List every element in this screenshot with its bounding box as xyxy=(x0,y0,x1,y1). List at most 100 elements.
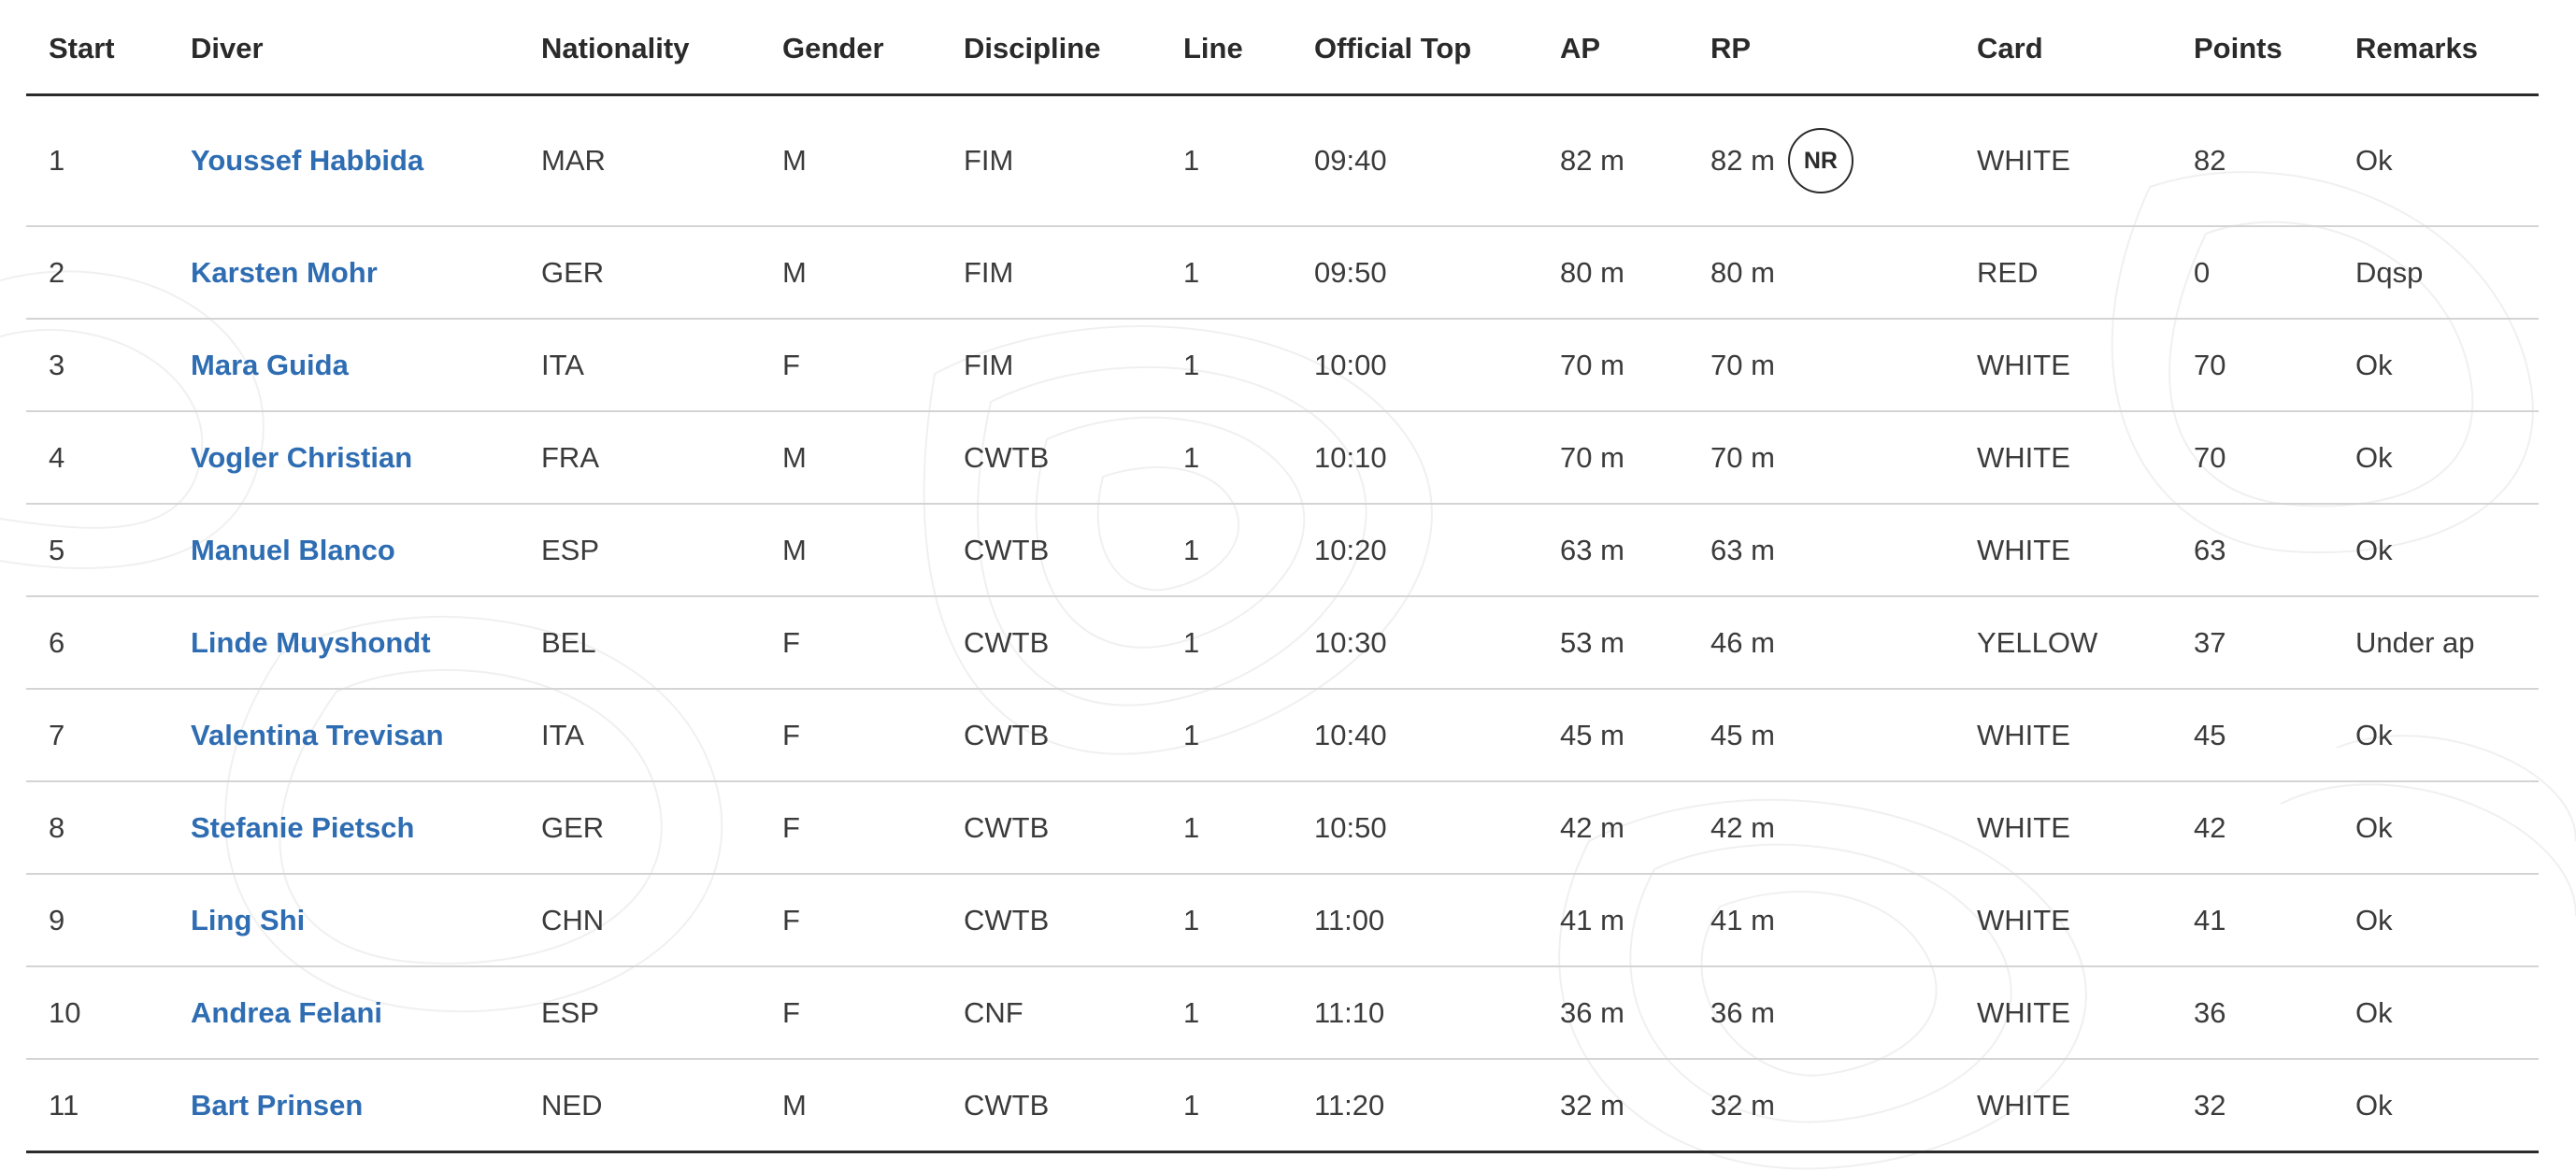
results-table: Start Diver Nationality Gender Discipline Lin… xyxy=(26,0,2539,1153)
cell-start: 9 xyxy=(49,903,65,936)
diver-link[interactable]: Bart Prinsen xyxy=(191,1088,364,1122)
cell-official-top: 10:10 xyxy=(1314,440,1387,474)
table-row: 2 Karsten Mohr GER M FIM 1 09:50 80 m 80 m RED 0 Dq… xyxy=(26,227,2539,320)
table-row: 9 Ling Shi CHN F CWTB 1 11:00 41 m 41 m WHITE 41 Ok xyxy=(26,875,2539,967)
cell-official-top: 11:10 xyxy=(1314,995,1385,1029)
column-header-official-top[interactable]: Official Top xyxy=(1314,32,1472,64)
rp-value: 36 m xyxy=(1710,995,1775,1029)
cell-start: 1 xyxy=(49,144,65,177)
cell-ap: 80 m xyxy=(1560,255,1624,289)
diver-link[interactable]: Manuel Blanco xyxy=(191,533,395,566)
cell-rp: 32 m xyxy=(1688,1089,1954,1122)
cell-start: 5 xyxy=(49,533,65,566)
cell-rp: 36 m xyxy=(1688,996,1954,1030)
diver-link[interactable]: Karsten Mohr xyxy=(191,255,378,289)
cell-line: 1 xyxy=(1183,903,1200,936)
cell-ap: 82 m xyxy=(1560,144,1624,177)
column-header-diver[interactable]: Diver xyxy=(191,32,264,64)
column-header-line[interactable]: Line xyxy=(1183,32,1243,64)
cell-start: 10 xyxy=(49,995,81,1029)
table-row: 8 Stefanie Pietsch GER F CWTB 1 10:50 42 m 42 m W… xyxy=(26,782,2539,875)
cell-card: WHITE xyxy=(1977,348,2070,381)
cell-ap: 70 m xyxy=(1560,348,1624,381)
table-row: 7 Valentina Trevisan ITA F CWTB 1 10:40 45 m 45 … xyxy=(26,690,2539,782)
diver-link[interactable]: Andrea Felani xyxy=(191,995,382,1029)
cell-gender: M xyxy=(782,144,807,177)
cell-nationality: CHN xyxy=(541,903,605,936)
column-header-gender[interactable]: Gender xyxy=(782,32,884,64)
cell-points: 42 xyxy=(2194,810,2226,844)
table-body: 1 Youssef Habbida MAR M FIM 1 09:40 82 m 82 m NR W… xyxy=(26,96,2539,1153)
cell-nationality: ITA xyxy=(541,348,584,381)
rp-value: 82 m xyxy=(1710,144,1775,177)
table-row: 10 Andrea Felani ESP F CNF 1 11:10 36 m 36 m WHIT… xyxy=(26,967,2539,1060)
cell-gender: F xyxy=(782,995,800,1029)
cell-start: 11 xyxy=(49,1088,79,1122)
cell-official-top: 09:50 xyxy=(1314,255,1387,289)
cell-card: RED xyxy=(1977,255,2039,289)
cell-rp: 42 m xyxy=(1688,811,1954,845)
column-header-rp[interactable]: RP xyxy=(1710,32,1752,64)
cell-ap: 32 m xyxy=(1560,1088,1624,1122)
diver-link[interactable]: Valentina Trevisan xyxy=(191,718,444,751)
cell-points: 36 xyxy=(2194,995,2226,1029)
column-header-ap[interactable]: AP xyxy=(1560,32,1601,64)
cell-rp: 46 m xyxy=(1688,626,1954,660)
cell-discipline: CWTB xyxy=(964,440,1050,474)
cell-start: 8 xyxy=(49,810,65,844)
cell-remarks: Ok xyxy=(2355,533,2393,566)
cell-line: 1 xyxy=(1183,718,1200,751)
cell-start: 2 xyxy=(49,255,65,289)
cell-gender: M xyxy=(782,533,807,566)
column-header-start[interactable]: Start xyxy=(49,32,115,64)
table-row: 1 Youssef Habbida MAR M FIM 1 09:40 82 m 82 m NR W… xyxy=(26,96,2539,227)
cell-points: 70 xyxy=(2194,348,2226,381)
cell-discipline: CWTB xyxy=(964,903,1050,936)
cell-gender: F xyxy=(782,718,800,751)
diver-link[interactable]: Mara Guida xyxy=(191,348,349,381)
cell-ap: 36 m xyxy=(1560,995,1624,1029)
cell-rp: 70 m xyxy=(1688,349,1954,382)
cell-gender: F xyxy=(782,903,800,936)
cell-nationality: MAR xyxy=(541,144,606,177)
cell-line: 1 xyxy=(1183,144,1200,177)
cell-official-top: 11:20 xyxy=(1314,1088,1385,1122)
cell-official-top: 11:00 xyxy=(1314,903,1385,936)
cell-discipline: CWTB xyxy=(964,1088,1050,1122)
rp-value: 45 m xyxy=(1710,718,1775,751)
diver-link[interactable]: Ling Shi xyxy=(191,903,306,936)
cell-line: 1 xyxy=(1183,348,1200,381)
rp-value: 46 m xyxy=(1710,625,1775,659)
column-header-card[interactable]: Card xyxy=(1977,32,2043,64)
cell-line: 1 xyxy=(1183,533,1200,566)
column-header-discipline[interactable]: Discipline xyxy=(964,32,1101,64)
cell-rp: 63 m xyxy=(1688,534,1954,567)
cell-card: WHITE xyxy=(1977,533,2070,566)
cell-line: 1 xyxy=(1183,1088,1200,1122)
diver-link[interactable]: Linde Muyshondt xyxy=(191,625,431,659)
cell-official-top: 10:50 xyxy=(1314,810,1387,844)
column-header-remarks[interactable]: Remarks xyxy=(2355,32,2478,64)
column-header-nationality[interactable]: Nationality xyxy=(541,32,690,64)
cell-official-top: 10:00 xyxy=(1314,348,1387,381)
cell-remarks: Under ap xyxy=(2355,625,2475,659)
diver-link[interactable]: Youssef Habbida xyxy=(191,144,424,177)
cell-remarks: Dqsp xyxy=(2355,255,2424,289)
cell-card: WHITE xyxy=(1977,144,2070,177)
cell-card: YELLOW xyxy=(1977,625,2098,659)
cell-start: 6 xyxy=(49,625,65,659)
column-header-points[interactable]: Points xyxy=(2194,32,2283,64)
diver-link[interactable]: Stefanie Pietsch xyxy=(191,810,415,844)
table-row: 3 Mara Guida ITA F FIM 1 10:00 70 m 70 m WHITE 70 O… xyxy=(26,320,2539,412)
cell-remarks: Ok xyxy=(2355,718,2393,751)
cell-start: 7 xyxy=(49,718,65,751)
table-header: Start Diver Nationality Gender Discipline Lin… xyxy=(26,0,2539,96)
cell-points: 0 xyxy=(2194,255,2211,289)
cell-points: 70 xyxy=(2194,440,2226,474)
cell-card: WHITE xyxy=(1977,903,2070,936)
cell-card: WHITE xyxy=(1977,440,2070,474)
cell-rp: 80 m xyxy=(1688,256,1954,290)
rp-value: 63 m xyxy=(1710,533,1775,566)
cell-gender: M xyxy=(782,255,807,289)
diver-link[interactable]: Vogler Christian xyxy=(191,440,413,474)
